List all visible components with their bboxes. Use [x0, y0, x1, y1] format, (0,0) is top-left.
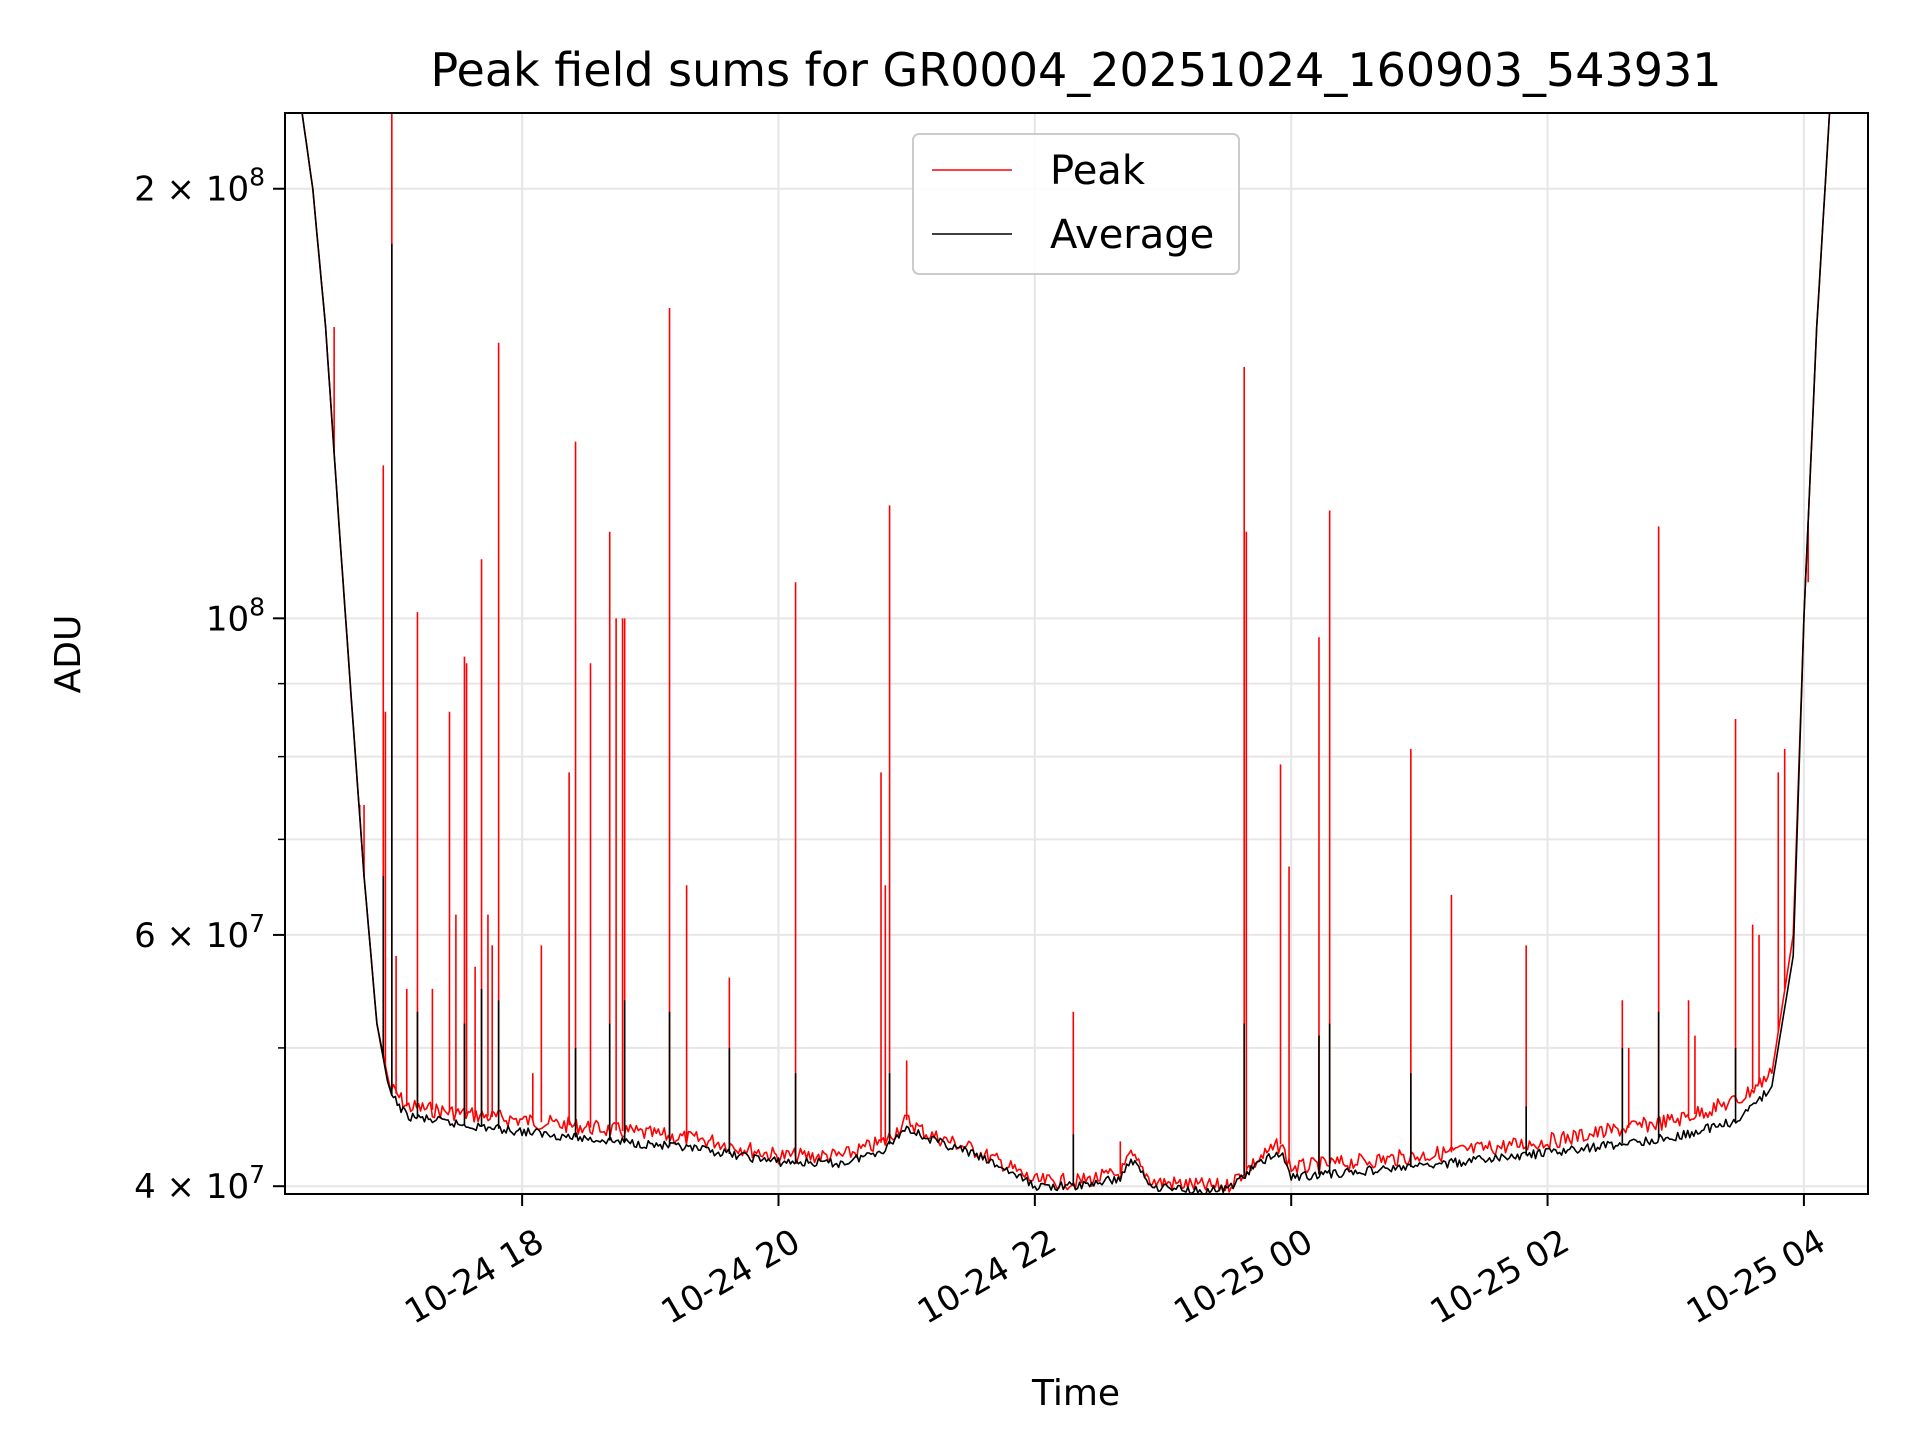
grid: [285, 113, 1868, 1194]
y-tick-label: 6 × 107: [134, 909, 265, 956]
y-axis-label: ADU: [48, 615, 89, 694]
y-tick-label: 4 × 107: [134, 1160, 265, 1207]
legend-average-label: Average: [1050, 212, 1214, 258]
series-line-peak: [285, 113, 1868, 1193]
plot-frame: [284, 112, 1869, 1195]
y-tick-label: 2 × 108: [134, 163, 265, 210]
x-axis-label: Time: [1031, 1373, 1120, 1414]
series-layer: [285, 113, 1868, 1194]
legend: Peak Average: [912, 133, 1240, 275]
legend-peak-label: Peak: [1050, 148, 1146, 194]
series-line-average: [285, 113, 1868, 1194]
y-tick-label: 108: [206, 592, 265, 639]
legend-box: [912, 133, 1240, 275]
chart-title: Peak field sums for GR0004_20251024_1609…: [430, 43, 1721, 97]
